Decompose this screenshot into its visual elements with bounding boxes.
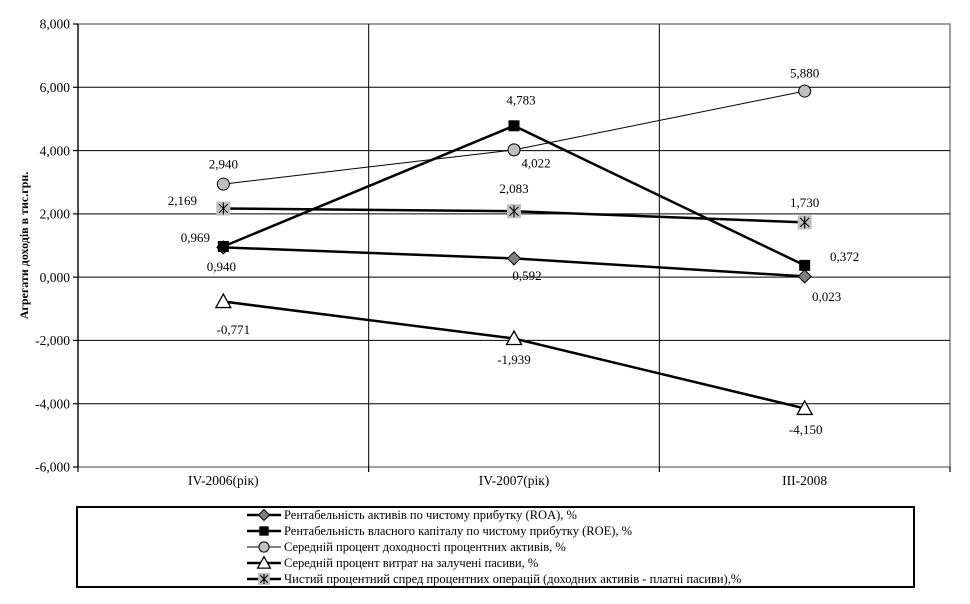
circle-marker-icon xyxy=(258,541,270,553)
data-label: 2,940 xyxy=(209,157,238,172)
square-marker-icon xyxy=(799,259,811,271)
legend-label: Середній процент доходності процентних а… xyxy=(284,539,566,554)
data-label: 0,372 xyxy=(830,249,859,264)
data-label: 0,592 xyxy=(512,268,541,283)
legend-key-sample xyxy=(247,508,281,522)
legend-item: Чистий процентний спред процентних опера… xyxy=(246,572,913,587)
star-marker-icon xyxy=(259,574,269,584)
data-label: 0,969 xyxy=(181,230,210,245)
legend-label: Середній процент витрат на залучені паси… xyxy=(284,555,539,570)
triangle-marker-icon xyxy=(214,292,232,309)
data-label: 1,730 xyxy=(790,195,819,210)
legend-item: Рентабельність власного капіталу по чист… xyxy=(246,524,913,539)
y-axis-title: Агрегати доходів в тис.грн. xyxy=(17,172,31,320)
y-tick-label: 4,000 xyxy=(40,143,71,158)
data-label: -4,150 xyxy=(789,422,823,437)
triangle-marker-icon xyxy=(505,329,523,346)
y-tick-label: 0,000 xyxy=(40,270,71,285)
circle-marker-icon xyxy=(798,84,812,98)
plot-area xyxy=(77,23,951,468)
plot-region: 8,000 6,000 4,000 2,000 0,000 -2,000 -4,000 -6,… xyxy=(17,17,951,488)
star-marker-icon xyxy=(509,206,519,217)
y-tick-label: -2,000 xyxy=(35,333,70,348)
y-tick-label: -6,000 xyxy=(35,460,70,475)
legend-label: Рентабельність власного капіталу по чист… xyxy=(284,523,633,538)
legend-items: Рентабельність активів по чистому прибут… xyxy=(246,508,913,587)
data-label: -0,771 xyxy=(217,322,251,337)
diamond-marker-icon xyxy=(797,269,812,284)
legend-key-sample xyxy=(247,556,281,569)
data-label: 0,023 xyxy=(812,289,841,304)
y-tick-label: 6,000 xyxy=(40,80,71,95)
data-label: 5,880 xyxy=(790,66,819,81)
diamond-marker-icon xyxy=(257,508,271,522)
legend-key-sample xyxy=(247,526,281,536)
x-tick-label: III-2008 xyxy=(782,473,827,488)
legend-label: Чистий процентний спред процентних опера… xyxy=(284,571,742,586)
data-label: 2,169 xyxy=(168,193,197,208)
chart-legend: Рентабельність активів по чистому прибут… xyxy=(76,506,915,588)
data-label: 0,940 xyxy=(207,259,236,274)
legend-label: Рентабельність активів по чистому прибут… xyxy=(284,507,577,522)
legend-item: Рентабельність активів по чистому прибут… xyxy=(246,508,913,523)
legend-item: Середній процент доходності процентних а… xyxy=(246,540,913,555)
data-label: -1,939 xyxy=(497,352,531,367)
circle-marker-icon xyxy=(216,177,230,191)
square-marker-icon xyxy=(508,120,520,132)
triangle-marker-icon xyxy=(256,556,272,569)
legend-key-sample xyxy=(247,541,281,553)
square-marker-icon xyxy=(217,240,229,252)
legend-item: Середній процент витрат на залучені паси… xyxy=(246,556,913,571)
legend-key-sample xyxy=(247,573,281,585)
star-marker-icon xyxy=(218,203,229,214)
x-tick-label: IV-2007(рік) xyxy=(479,473,550,488)
y-tick-label: -4,000 xyxy=(35,396,70,411)
diamond-marker-icon xyxy=(506,251,522,266)
data-label: 4,022 xyxy=(521,155,550,170)
square-marker-icon xyxy=(259,526,269,536)
star-marker-icon xyxy=(799,217,810,228)
y-tick-label: 8,000 xyxy=(40,17,71,32)
data-label: 2,083 xyxy=(499,181,528,196)
data-label: 4,783 xyxy=(506,92,535,107)
circle-marker-icon xyxy=(507,143,521,157)
x-tick-label: IV-2006(рік) xyxy=(188,473,259,488)
y-tick-label: 2,000 xyxy=(40,207,71,222)
triangle-marker-icon xyxy=(796,399,814,416)
